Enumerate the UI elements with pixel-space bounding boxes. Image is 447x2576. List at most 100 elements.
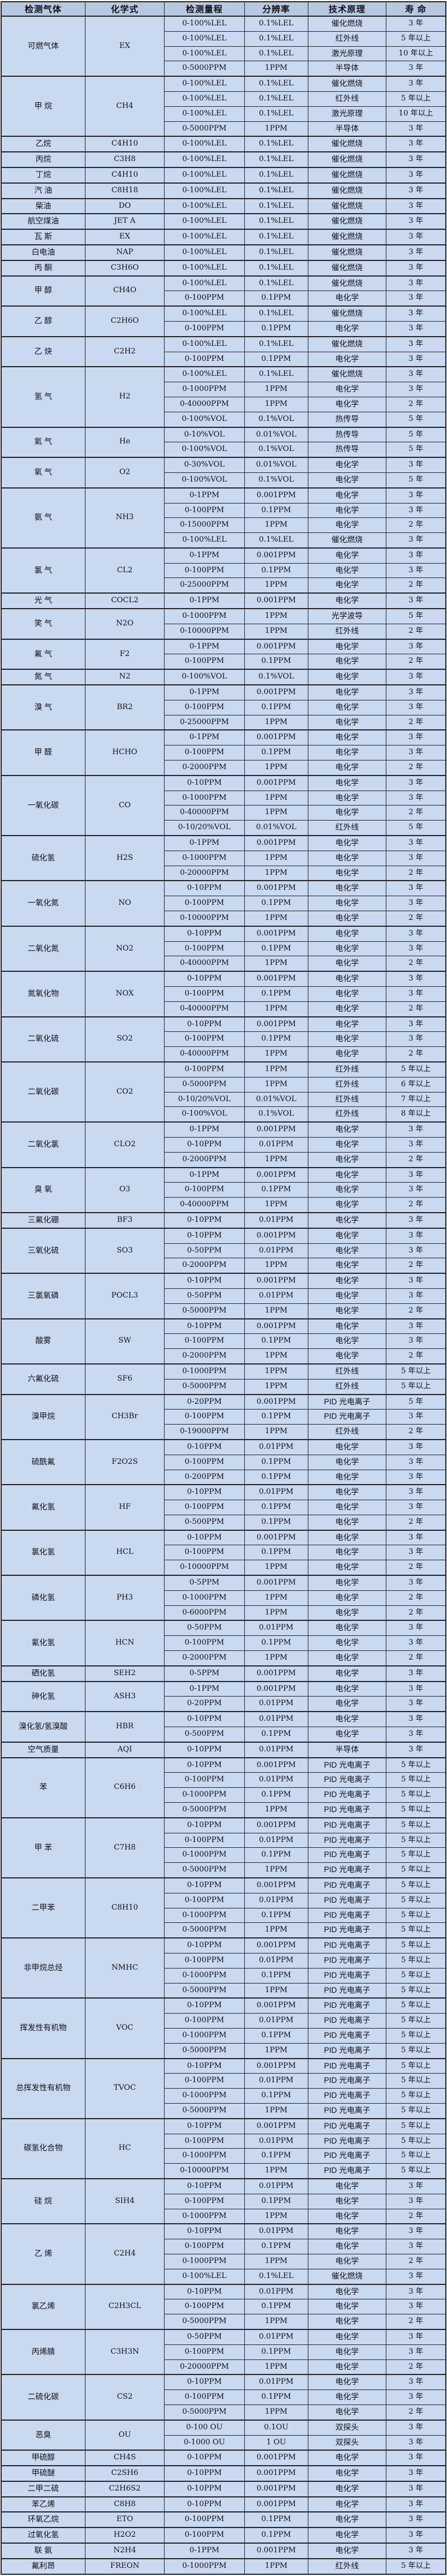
principle-cell: 红外线 — [307, 623, 387, 640]
lifetime-cell: 3 年 — [386, 1741, 446, 1758]
principle-cell: 红外线 — [307, 1076, 387, 1093]
range-cell: 0-5000PPM — [164, 121, 245, 137]
principle-cell: 催化燃烧 — [307, 2268, 387, 2285]
table-row: 0-100PPM 0.1PPM 电化学 3 年 — [1, 2389, 446, 2405]
principle-cell: 电化学 — [307, 2465, 387, 2482]
range-cell: 0-10PPM — [164, 1529, 245, 1546]
lifetime-cell: 3 年 — [386, 1454, 446, 1470]
range-cell: 0-10PPM — [164, 774, 245, 791]
range-cell: 0-10PPM — [164, 1997, 245, 2014]
range-cell: 0-5000PPM — [164, 2042, 245, 2059]
resolution-cell: 0.1PPM — [244, 745, 308, 761]
principle-cell: 电化学 — [307, 1620, 387, 1636]
table-row: 0-100PPM 0.01PPM PID 光电离子 5 年以上 — [1, 2013, 446, 2029]
range-cell: 0-100%VOL — [164, 411, 245, 428]
resolution-cell: 0.01PPM — [244, 1953, 308, 1969]
lifetime-cell: 3 年 — [386, 745, 446, 761]
principle-cell: 电化学 — [307, 1469, 387, 1485]
lifetime-cell: 3 年 — [386, 592, 446, 609]
resolution-cell: 0.01PPM — [244, 1711, 308, 1728]
lifetime-cell: 5 年以上 — [386, 31, 446, 47]
table-row: 氟 气 F2 0-1PPM 0.001PPM 电化学 3 年 — [1, 638, 446, 670]
table-row: 0-100PPM 0.1PPM 电化学 3 年 — [1, 1635, 446, 1652]
lifetime-cell: 5 年以上 — [386, 1061, 446, 1078]
formula-cell: NO2 — [84, 925, 165, 972]
range-cell: 0-10PPM — [164, 1757, 245, 1773]
lifetime-cell: 5 年 — [386, 608, 446, 624]
table-row: 酸雾 SW 0-10PPM 0.001PPM 电化学 3 年 — [1, 1318, 446, 1365]
principle-cell: PID 光电离子 — [307, 1877, 387, 1893]
principle-cell: 红外线 — [307, 1106, 387, 1123]
range-cell: 0-100%LEL — [164, 91, 245, 107]
range-cell: 0-10PPM — [164, 2283, 245, 2300]
principle-cell: 电化学 — [307, 1438, 387, 1455]
lifetime-cell: 3 年 — [386, 2480, 446, 2497]
principle-cell: PID 光电离子 — [307, 1922, 387, 1938]
principle-cell: 电化学 — [307, 1151, 387, 1168]
principle-cell: 电化学 — [307, 2374, 387, 2391]
table-row: 空气质量 AQI 0-10PPM 0.01PPM 半导体 3 年 — [1, 1741, 446, 1758]
table-row: 苯乙烯 C8H8 0-10PPM 0.001PPM 电化学 3 年 — [1, 2496, 446, 2512]
range-cell: 0-500PPM — [164, 1514, 245, 1531]
range-cell: 0-100%LEL — [164, 275, 245, 292]
range-cell: 0-100%LEL — [164, 46, 245, 62]
formula-cell: BF3 — [84, 1211, 165, 1229]
resolution-cell: 1PPM — [244, 396, 308, 412]
resolution-cell: 0.001PPM — [244, 1121, 308, 1138]
range-cell: 0-100PPM — [164, 1031, 245, 1047]
principle-cell: PID 光电离子 — [307, 1982, 387, 1999]
gas-name-cell: 三氯氧磷 — [1, 1273, 85, 1319]
resolution-cell: 0.1PPM — [244, 1333, 308, 1349]
range-cell: 0-100PPM — [164, 351, 245, 367]
resolution-cell: 0.01PPM — [244, 1243, 308, 1259]
principle-cell: PID 光电离子 — [307, 2073, 387, 2089]
resolution-cell: 0.01PPM — [244, 1741, 308, 1758]
range-cell: 0-100PPM — [164, 745, 245, 761]
table-row: 0-5000PPM 1PPM PID 光电离子 5 年以上 — [1, 1922, 446, 1938]
range-cell: 0-100PPM — [164, 2527, 245, 2544]
range-cell: 0-10PPM — [164, 2118, 245, 2134]
table-row: 0-15000PPM 1PPM 电化学 2 年 — [1, 517, 446, 534]
range-cell: 0-10/20%VOL — [164, 1091, 245, 1108]
table-row: 0-10000PPM 1PPM PID 光电离子 5 年以上 — [1, 2163, 446, 2179]
lifetime-cell: 5 年以上 — [386, 2027, 446, 2044]
range-cell: 0-1000PPM — [164, 1847, 245, 1863]
lifetime-cell: 5 年以上 — [386, 2148, 446, 2164]
gas-name-cell: 溴 气 — [1, 684, 85, 730]
gas-name-cell: 二甲苯 — [1, 1877, 85, 1938]
range-cell: 0-50PPM — [164, 1243, 245, 1259]
resolution-cell: 0.1%LEL — [244, 91, 308, 107]
table-row: 0-5000PPM 1PPM PID 光电离子 5 年以上 — [1, 1862, 446, 1878]
lifetime-cell: 3 年 — [386, 213, 446, 230]
gas-name-cell: 氯 气 — [1, 547, 85, 594]
gas-name-cell: 乙 炔 — [1, 335, 85, 367]
resolution-cell: 0.001PPM — [244, 2450, 308, 2466]
table-row: 0-100PPM 0.1PPM 电化学 3 年 — [1, 745, 446, 761]
formula-cell: C2H6O — [84, 305, 165, 337]
gas-name-cell: 二氧化硫 — [1, 1016, 85, 1063]
formula-cell: C2H6S2 — [84, 2480, 165, 2497]
range-cell: 0-10PPM — [164, 1273, 245, 1289]
resolution-cell: 1PPM — [244, 1061, 308, 1078]
range-cell: 0-10PPM — [164, 1227, 245, 1244]
table-row: 氧 气 O2 0-30%VOL 0.01%VOL 电化学 3 年 — [1, 457, 446, 489]
range-cell: 0-100PPM — [164, 290, 245, 307]
resolution-cell: 0.1PPM — [244, 2027, 308, 2044]
range-cell: 0-1PPM — [164, 1680, 245, 1697]
principle-cell: 电化学 — [307, 971, 387, 987]
range-cell: 0-2000PPM — [164, 1348, 245, 1365]
lifetime-cell: 3 年 — [386, 1665, 446, 1682]
range-cell: 0-100%LEL — [164, 366, 245, 383]
formula-cell: PH3 — [84, 1575, 165, 1621]
formula-cell: BR2 — [84, 684, 165, 730]
table-row: 0-2000PPM 1PPM 电化学 2 年 — [1, 1151, 446, 1168]
lifetime-cell: 5 年以上 — [386, 1907, 446, 1923]
range-cell: 0-100%VOL — [164, 1106, 245, 1123]
lifetime-cell: 2 年 — [386, 396, 446, 412]
principle-cell: 电化学 — [307, 472, 387, 489]
range-cell: 0-100%LEL — [164, 151, 245, 168]
formula-cell: CO — [84, 774, 165, 836]
range-cell: 0-100%LEL — [164, 259, 245, 277]
lifetime-cell: 3 年 — [386, 547, 446, 564]
principle-cell: 电化学 — [307, 457, 387, 473]
